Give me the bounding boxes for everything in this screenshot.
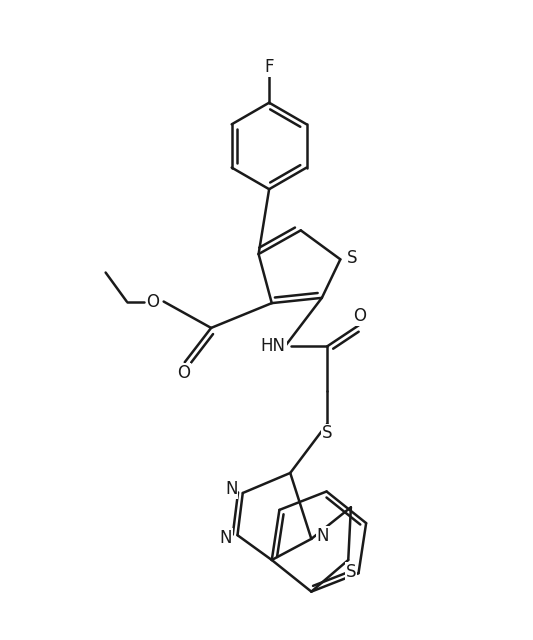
Text: O: O [177,364,190,381]
Text: F: F [264,58,274,76]
Text: S: S [345,563,356,580]
Text: O: O [353,307,366,324]
Text: S: S [346,250,357,268]
Text: O: O [147,292,159,310]
Text: N: N [317,527,329,545]
Text: S: S [322,424,333,442]
Text: N: N [225,480,237,498]
Text: HN: HN [261,337,286,355]
Text: N: N [220,529,232,547]
